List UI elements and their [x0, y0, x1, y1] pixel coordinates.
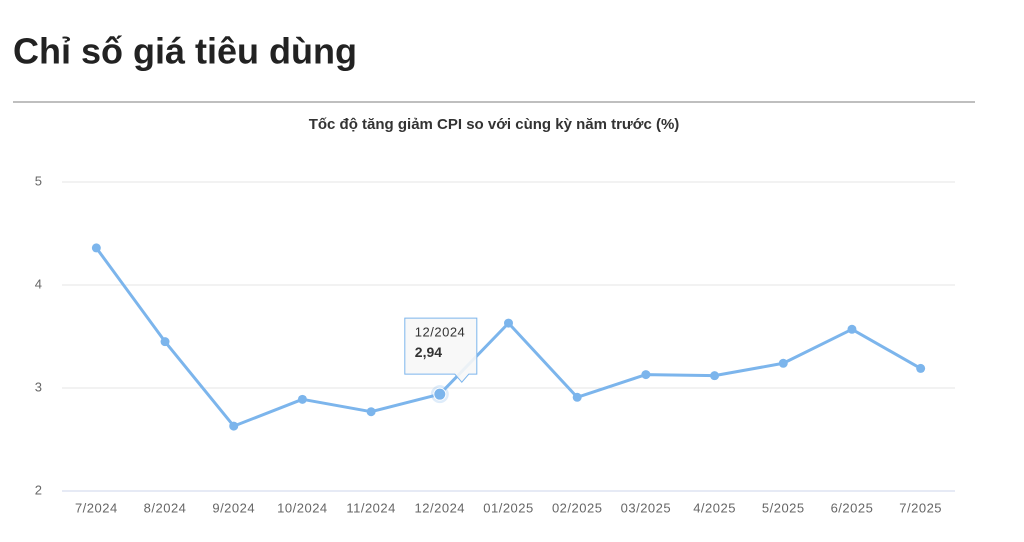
point [504, 318, 513, 328]
x-tick-label: 7/2024 [75, 500, 118, 515]
x-tick-label: 9/2024 [212, 500, 255, 515]
point [366, 407, 376, 417]
tooltip-category: 12/2024 [415, 325, 466, 340]
point [847, 324, 857, 334]
x-tick-label: 02/2025 [552, 500, 603, 515]
x-tick-label: 12/2024 [415, 500, 466, 515]
x-tick-label: 4/2025 [693, 500, 736, 515]
x-tick-label: 11/2024 [346, 500, 396, 515]
point [778, 358, 788, 368]
point [91, 243, 101, 253]
point [297, 394, 307, 404]
x-tick-label: 03/2025 [621, 500, 672, 515]
point [229, 421, 239, 431]
chart-title: Tốc độ tăng giảm CPI so với cùng kỳ năm … [309, 116, 680, 133]
x-tick-label: 10/2024 [277, 500, 328, 515]
point [641, 370, 651, 380]
y-tick-label: 4 [35, 276, 42, 291]
point [710, 371, 720, 381]
x-tick-label: 5/2025 [762, 500, 805, 515]
x-tick-label: 8/2024 [144, 500, 187, 515]
tooltip-box [404, 317, 478, 383]
point [433, 387, 447, 401]
point [160, 337, 170, 347]
x-tick-label: 01/2025 [483, 500, 534, 515]
x-tick-label: 6/2025 [831, 500, 874, 515]
y-tick-label: 3 [35, 379, 42, 394]
page-title: Chỉ số giá tiêu dùng [13, 31, 357, 72]
point [572, 392, 582, 402]
y-tick-label: 2 [35, 482, 42, 497]
x-tick-label: 7/2025 [899, 500, 942, 515]
tooltip-value: 2,94 [415, 344, 442, 360]
y-tick-label: 5 [35, 173, 42, 188]
point [916, 363, 926, 373]
line [95, 247, 922, 428]
